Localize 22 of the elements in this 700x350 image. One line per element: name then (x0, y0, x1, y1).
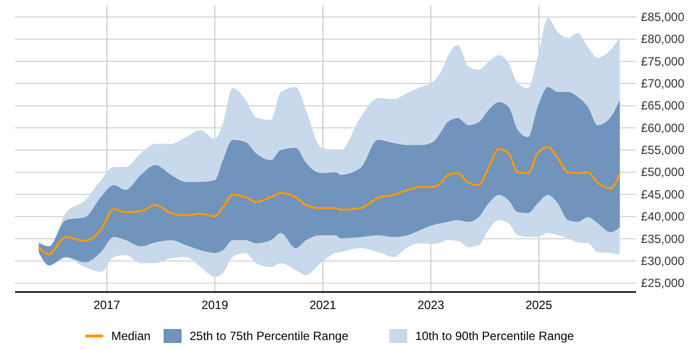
y-tick-label: £85,000 (641, 10, 685, 24)
y-tick-label: £80,000 (641, 32, 685, 46)
legend-label: Median (111, 329, 151, 343)
x-tick-label: 2017 (93, 298, 120, 312)
y-tick-label: £75,000 (641, 54, 685, 68)
y-tick-label: £60,000 (641, 120, 685, 135)
y-tick-label: £70,000 (641, 76, 685, 91)
y-tick-label: £35,000 (641, 232, 685, 246)
y-tick-label: £30,000 (641, 254, 685, 268)
legend-label: 10th to 90th Percentile Range (415, 329, 574, 343)
legend-label: 25th to 75th Percentile Range (190, 329, 349, 343)
y-tick-label: £55,000 (641, 143, 685, 158)
y-tick-label: £45,000 (641, 187, 685, 202)
x-tick-label: 2025 (525, 298, 552, 312)
x-tick-label: 2023 (417, 298, 444, 312)
y-tick-label: £50,000 (641, 165, 685, 180)
x-tick-label: 2021 (309, 298, 336, 312)
y-tick-label: £65,000 (641, 98, 685, 113)
x-tick-label: 2019 (201, 298, 228, 312)
y-tick-label: £40,000 (641, 210, 685, 224)
line-series (38, 146, 621, 256)
y-tick-label: £25,000 (641, 276, 685, 290)
